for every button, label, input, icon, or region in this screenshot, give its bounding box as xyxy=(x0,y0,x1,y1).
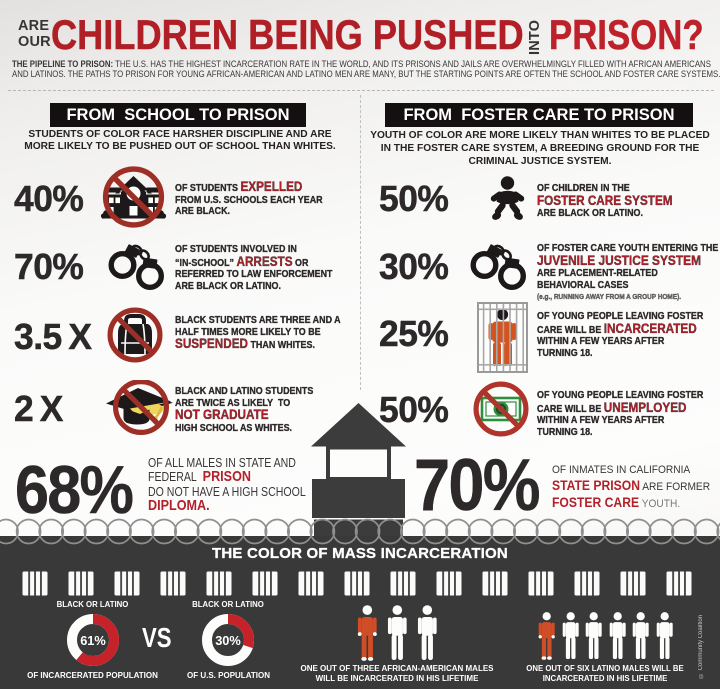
svg-text:61%: 61% xyxy=(80,633,106,648)
svg-text:30%: 30% xyxy=(215,633,241,648)
